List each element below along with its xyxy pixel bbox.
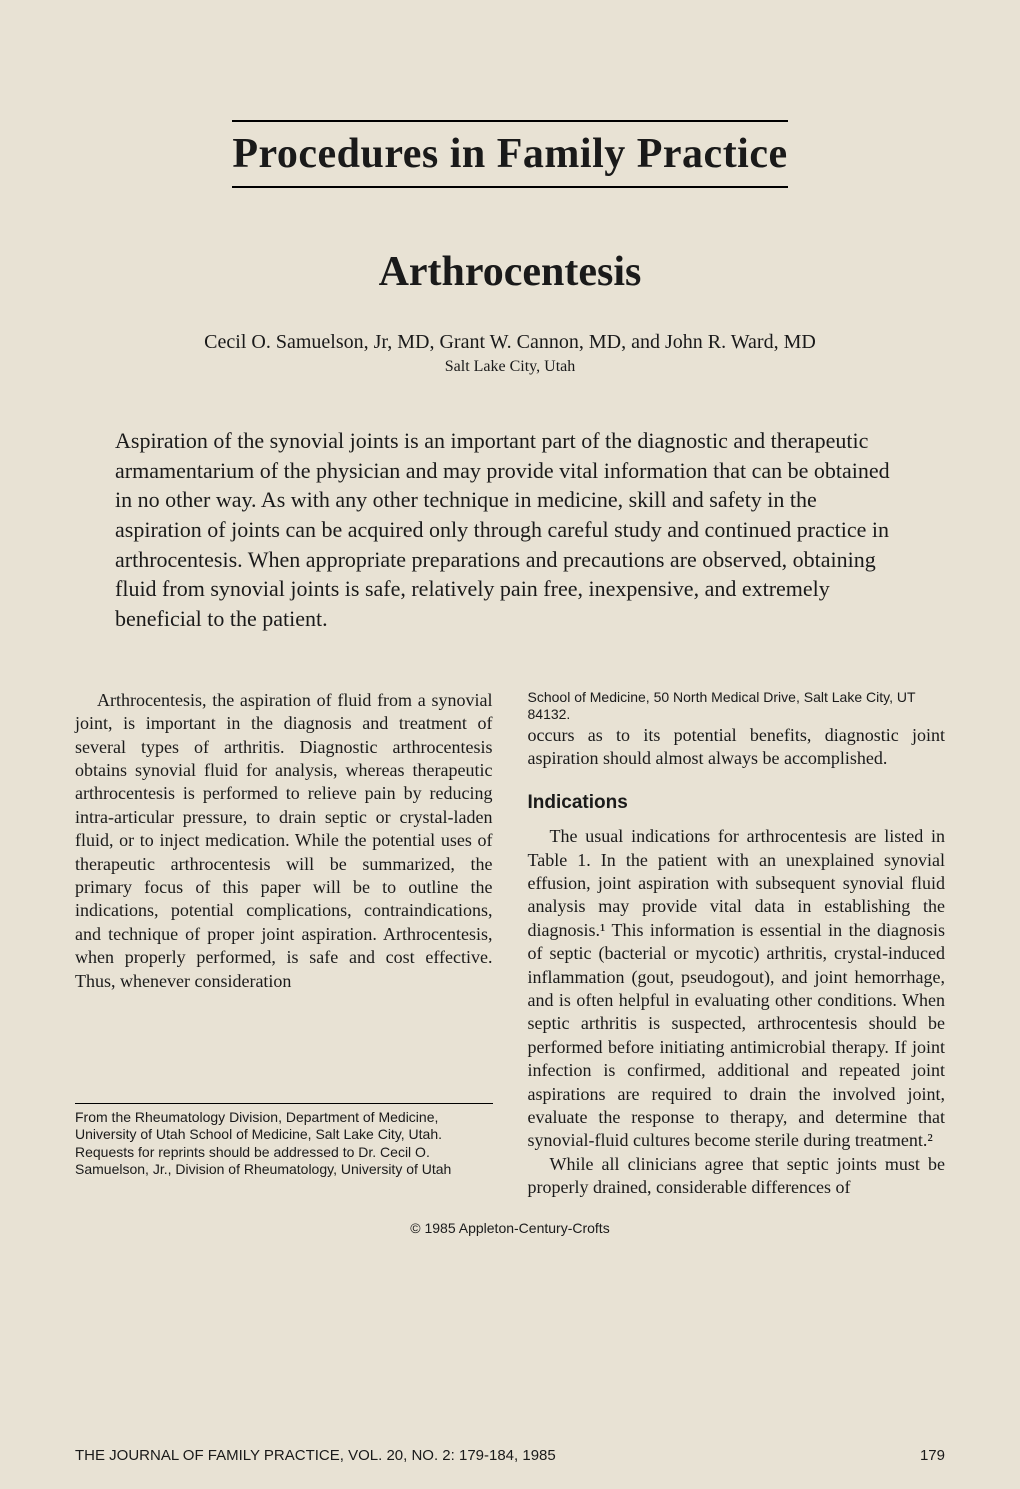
header-section: Procedures in Family Practice Arthrocent… [75,120,945,376]
intro-paragraph: Arthrocentesis, the aspiration of fluid … [75,689,493,993]
page-footer: THE JOURNAL OF FAMILY PRACTICE, VOL. 20,… [75,1447,945,1464]
series-title-wrapper: Procedures in Family Practice [232,120,787,188]
series-title: Procedures in Family Practice [232,130,787,178]
indications-paragraph-1: The usual indications for arthrocentesis… [528,825,946,1152]
footnote-divider [75,1103,493,1104]
body-content: Arthrocentesis, the aspiration of fluid … [75,689,945,1200]
location-line: Salt Lake City, Utah [75,358,945,376]
indications-paragraph-2: While all clinicians agree that septic j… [528,1153,946,1200]
abstract-text: Aspiration of the synovial joints is an … [115,426,905,634]
continuation-paragraph: occurs as to its potential benefits, dia… [528,724,946,771]
journal-citation: THE JOURNAL OF FAMILY PRACTICE, VOL. 20,… [75,1447,556,1464]
authors-line: Cecil O. Samuelson, Jr, MD, Grant W. Can… [75,331,945,354]
article-title: Arthrocentesis [75,248,945,296]
copyright-notice: © 1985 Appleton-Century-Crofts [75,1220,945,1236]
page-number: 179 [920,1447,945,1464]
indications-heading: Indications [528,791,946,816]
